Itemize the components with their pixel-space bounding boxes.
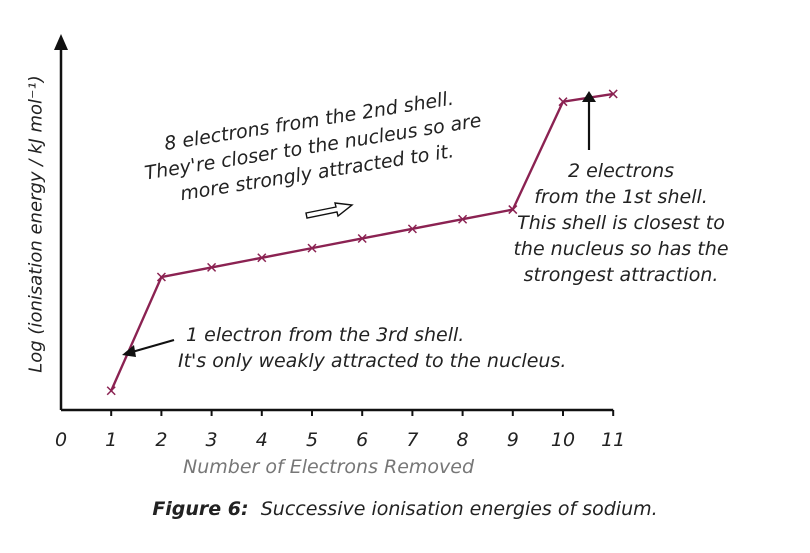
arrow-first-shell-head xyxy=(582,91,596,102)
x-axis-label: Number of Electrons Removed xyxy=(183,456,475,478)
annotation-third-shell: 1 electron from the 3rd shell. It's only… xyxy=(178,322,566,374)
x-tick-label: 5 xyxy=(306,429,318,451)
y-axis-label: Log (ionisation energy / kJ mol⁻¹) xyxy=(25,75,47,373)
data-point xyxy=(156,272,166,282)
x-tick-label: 10 xyxy=(551,429,575,451)
arrow-second-shell xyxy=(305,202,354,219)
x-tick-label: 6 xyxy=(356,429,368,451)
x-tick-label: 1 xyxy=(105,429,117,451)
annotation-line: It's only weakly attracted to the nucleu… xyxy=(178,350,567,372)
x-tick-label: 0 xyxy=(55,429,67,451)
annotation-arrows xyxy=(122,91,596,357)
annotation-line: 1 electron from the 3rd shell. xyxy=(186,324,465,346)
x-tick-label: 3 xyxy=(206,429,218,451)
data-point xyxy=(106,386,116,396)
annotation-line: This shell is closest to xyxy=(517,212,725,234)
data-point xyxy=(307,243,317,253)
caption-label: Figure 6: xyxy=(152,498,249,520)
arrow-third-shell-head xyxy=(122,345,136,357)
x-tick-label: 11 xyxy=(601,429,625,451)
annotation-first-shell: 2 electrons from the 1st shell. This she… xyxy=(496,158,746,288)
axes xyxy=(54,34,614,412)
data-point xyxy=(407,224,417,234)
series-markers xyxy=(106,89,618,396)
annotation-line: from the 1st shell. xyxy=(534,186,708,208)
x-tick-label: 9 xyxy=(507,429,519,451)
x-tick-label: 8 xyxy=(457,429,469,451)
data-point xyxy=(558,97,568,107)
data-point xyxy=(357,233,367,244)
annotation-line: 2 electrons xyxy=(567,160,675,182)
caption-text: Successive ionisation energies of sodium… xyxy=(260,498,658,520)
x-tick-label: 7 xyxy=(406,429,418,451)
y-axis-arrowhead xyxy=(54,34,68,50)
x-tick-label: 4 xyxy=(256,429,268,451)
annotation-line: strongest attraction. xyxy=(523,264,719,286)
data-point xyxy=(608,89,618,99)
annotation-line: the nucleus so has the xyxy=(513,238,729,260)
x-tick-label: 2 xyxy=(155,429,167,451)
arrow-third-shell xyxy=(131,338,175,354)
data-point xyxy=(458,214,468,224)
data-point xyxy=(508,205,518,215)
data-point xyxy=(207,262,217,272)
data-point xyxy=(257,253,267,263)
figure-caption: Figure 6: Successive ionisation energies… xyxy=(0,498,810,520)
x-ticks: 0 1 2 3 4 5 6 7 8 9 10 11 xyxy=(55,410,625,451)
